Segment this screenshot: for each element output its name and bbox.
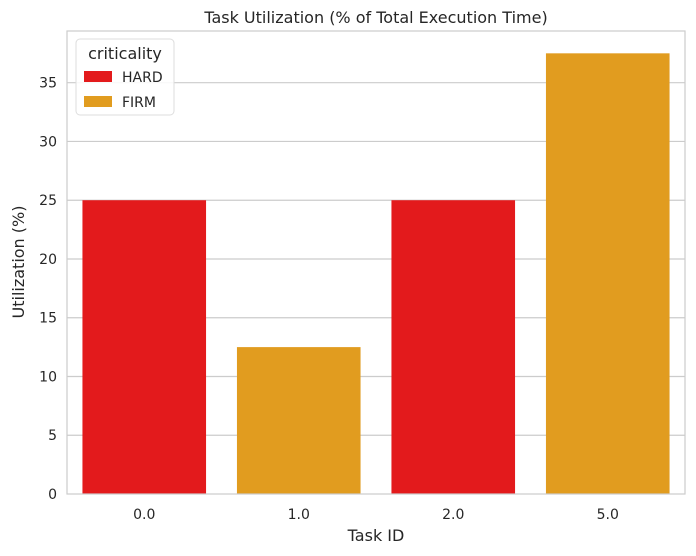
legend-swatch-firm — [84, 96, 112, 107]
y-tick-labels: 0 5 10 15 20 25 30 35 — [39, 76, 57, 503]
legend: criticality HARD FIRM — [75, 38, 175, 116]
legend-swatch-hard — [84, 71, 112, 82]
y-axis-label: Utilization (%) — [9, 206, 28, 319]
y-tick-label: 35 — [39, 76, 57, 92]
bar-0-0 — [82, 200, 207, 495]
y-tick-label: 30 — [39, 134, 57, 150]
legend-title: criticality — [88, 44, 162, 63]
chart-title: Task Utilization (% of Total Execution T… — [203, 8, 547, 27]
y-tick-label: 0 — [48, 487, 57, 503]
y-tick-label: 20 — [39, 252, 57, 268]
y-tick-label: 25 — [39, 193, 57, 209]
x-tick-label: 0.0 — [133, 507, 155, 523]
bar-2-0 — [391, 200, 516, 495]
x-tick-label: 1.0 — [288, 507, 310, 523]
y-tick-label: 15 — [39, 311, 57, 327]
x-tick-labels: 0.0 1.0 2.0 5.0 — [133, 507, 619, 523]
bar-5-0 — [545, 53, 670, 494]
bar-1-0 — [236, 347, 361, 494]
bars — [82, 53, 670, 495]
plot-frame — [66, 30, 686, 495]
x-tick-label: 2.0 — [442, 507, 464, 523]
x-axis-label: Task ID — [347, 526, 405, 545]
legend-label-hard: HARD — [122, 70, 163, 86]
y-tick-label: 5 — [48, 428, 57, 444]
legend-label-firm: FIRM — [122, 95, 156, 111]
x-tick-label: 5.0 — [597, 507, 619, 523]
y-tick-label: 10 — [39, 369, 57, 385]
